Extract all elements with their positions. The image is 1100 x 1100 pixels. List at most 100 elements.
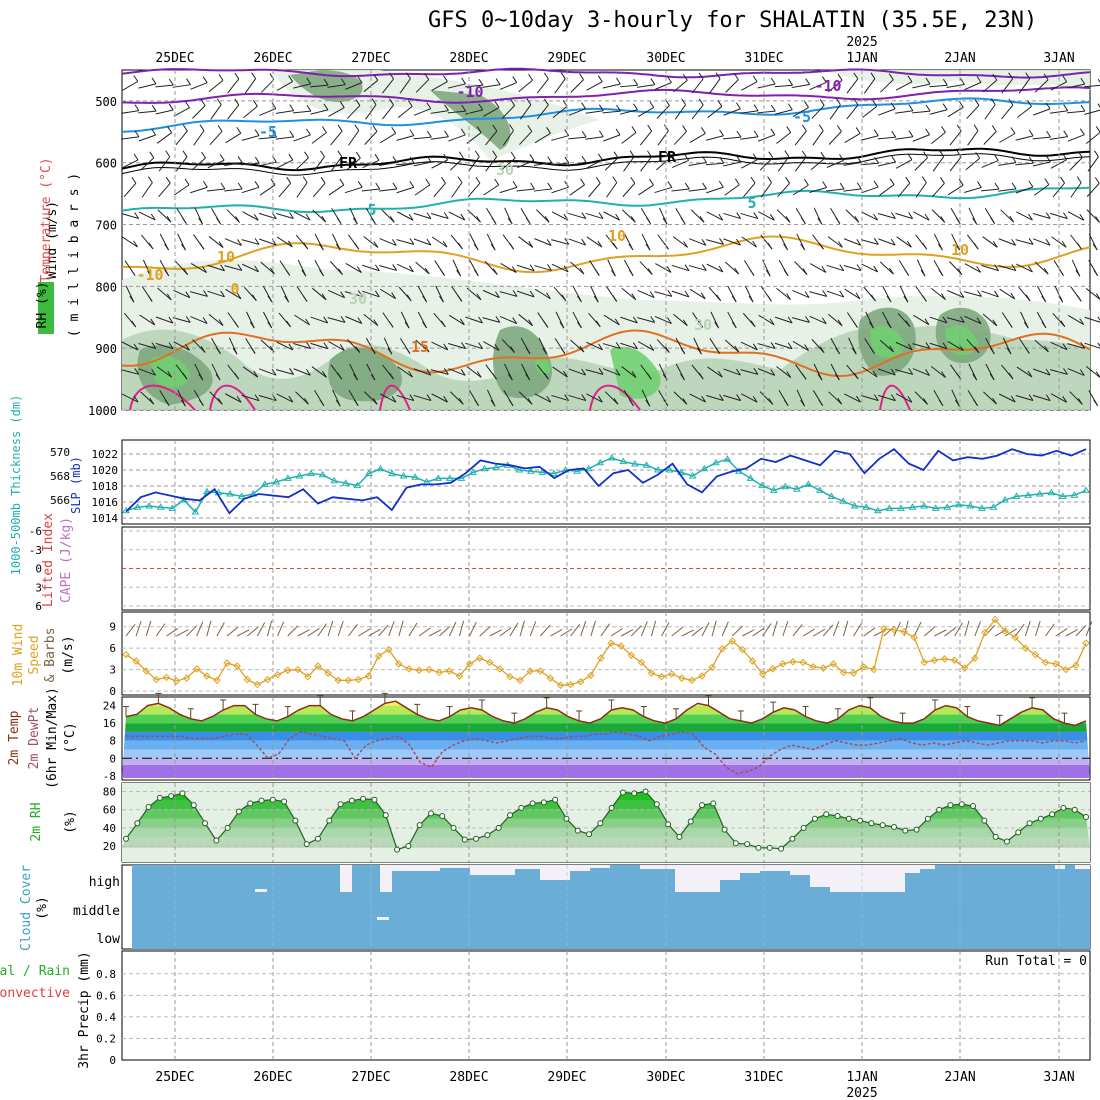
wind-barb-flag xyxy=(1093,399,1099,407)
wind-barb-flag xyxy=(680,373,685,381)
thickness-point xyxy=(388,469,396,477)
wind-barb-flag xyxy=(166,293,172,301)
wind-speed-point xyxy=(506,673,514,681)
wind-barb-flag xyxy=(357,290,363,297)
wind-barb xyxy=(688,188,707,192)
wind-speed-point xyxy=(475,654,484,662)
bottom-date-label: 25DEC xyxy=(155,1070,194,1085)
wind-barb xyxy=(330,156,343,172)
wind-barb-flag xyxy=(302,176,308,183)
wind-barb-flag xyxy=(543,98,549,106)
pressure-tick-label: 900 xyxy=(95,342,117,356)
wind-barb-flag xyxy=(373,241,379,248)
top-date-label: 30DEC xyxy=(646,51,685,66)
wind-barb-flag xyxy=(597,395,603,403)
rh-point xyxy=(1037,815,1044,822)
cloud-gap xyxy=(392,865,440,871)
wind-speed-point xyxy=(900,628,908,636)
wind-barb-flag xyxy=(598,343,603,351)
rh-shading xyxy=(328,347,402,402)
bottom-date-label: 28DEC xyxy=(449,1070,488,1085)
wind-barb-flag xyxy=(335,243,341,251)
rh-band xyxy=(122,818,1090,828)
wind-speed-point xyxy=(1021,644,1030,652)
wind-barb-flag xyxy=(1079,128,1085,135)
wind-barb xyxy=(348,130,360,146)
wind-barb xyxy=(1050,393,1067,403)
surface-wind-barb xyxy=(893,621,901,637)
wind-barb xyxy=(621,287,637,301)
wind-barb xyxy=(757,368,775,376)
wind-barb-flag xyxy=(508,399,514,407)
wind-speed-point xyxy=(688,676,696,684)
wind-barb xyxy=(792,341,809,351)
rh-point xyxy=(981,817,988,824)
pressure-tick-label: 700 xyxy=(95,219,117,233)
wind-barb xyxy=(1070,182,1082,198)
wind-barb-flag xyxy=(237,239,242,246)
li-tick-label: -3 xyxy=(29,544,42,557)
wind-barb-flag xyxy=(254,265,260,273)
wind-barb xyxy=(554,78,566,94)
wind-barb-flag xyxy=(819,346,825,353)
wind-barb-flag xyxy=(972,217,978,225)
wind-speed-point xyxy=(789,658,797,666)
wind-barb-flag xyxy=(476,215,481,223)
wind-speed-point xyxy=(283,666,292,674)
wind-barb-flag xyxy=(547,182,553,190)
wind-speed-point xyxy=(223,659,231,667)
wind-barb xyxy=(276,81,293,91)
rh-point xyxy=(394,846,401,853)
wind-speed-point xyxy=(122,650,130,659)
wind-barb xyxy=(499,82,517,90)
wind-barb-flag xyxy=(992,241,998,248)
wind-barb-flag xyxy=(853,321,858,328)
wind-barb-flag xyxy=(718,180,724,188)
wind-barb-flag xyxy=(301,269,307,277)
wind-barb-flag xyxy=(460,128,466,136)
wind-barb-flag xyxy=(719,394,724,401)
wind-barb-flag xyxy=(1093,269,1099,277)
wind-barb-flag xyxy=(890,394,896,401)
wind-barb xyxy=(860,162,879,166)
wind-barb-flag xyxy=(820,151,826,159)
wind-barb-flag xyxy=(682,125,687,132)
thickness-point xyxy=(862,503,871,510)
wind-barb xyxy=(485,156,498,172)
wind-barb-flag xyxy=(340,78,346,85)
wind-barb-flag xyxy=(1011,264,1017,271)
wind-barb-flag xyxy=(633,78,639,86)
wind-barb xyxy=(809,187,827,193)
slp-tick-label: 1018 xyxy=(92,480,119,493)
cloud-gap xyxy=(590,865,610,868)
wind-barb xyxy=(328,341,345,351)
wind-barb xyxy=(671,264,690,272)
wind-barb-flag xyxy=(151,368,157,376)
wind-barb-flag xyxy=(406,294,412,302)
wind-barb xyxy=(242,366,259,378)
surface-wind-barb xyxy=(226,626,239,637)
wind-barb xyxy=(602,134,621,142)
wind-barb xyxy=(501,157,516,171)
wind-speed-point xyxy=(1001,627,1009,635)
wind-barb xyxy=(157,209,172,223)
rh-point xyxy=(315,835,321,842)
rh-point xyxy=(156,794,163,801)
thickness-point xyxy=(399,472,408,479)
thickness-point xyxy=(850,502,859,509)
wind-barb xyxy=(621,209,636,223)
wind-barb-flag xyxy=(593,295,599,303)
wind-barb xyxy=(379,265,397,271)
wind-barb-flag xyxy=(442,240,448,248)
wind-barb xyxy=(328,107,345,117)
wind-speed-point xyxy=(607,639,615,647)
wind-barb-flag xyxy=(215,373,221,381)
wind-barb-flag xyxy=(736,394,742,401)
wind-barb-flag xyxy=(458,242,463,250)
wind-barb-flag xyxy=(1043,73,1049,81)
rh-shading xyxy=(610,346,661,399)
wind-barb-flag xyxy=(217,398,223,405)
bottom-date-label: 30DEC xyxy=(646,1070,685,1085)
wind-barb-flag xyxy=(357,317,363,324)
wind-barb-flag xyxy=(650,316,656,323)
